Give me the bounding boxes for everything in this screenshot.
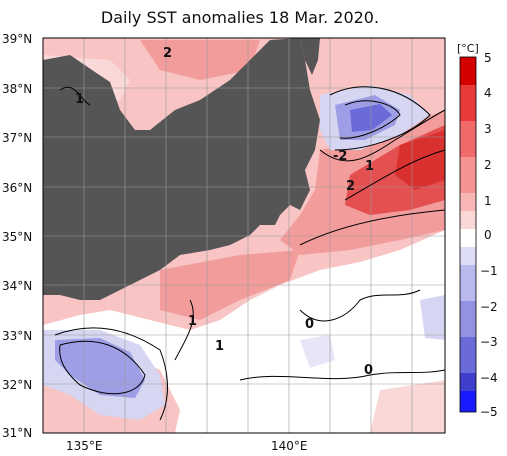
contour-label: 2	[346, 179, 355, 194]
map-title: Daily SST anomalies 18 Mar. 2020.	[100, 8, 380, 27]
contour-label: -2	[333, 149, 347, 164]
colorbar-tick: 1	[484, 194, 492, 208]
colorbar-tick: 0	[484, 228, 492, 242]
contour-label: 1	[188, 314, 197, 329]
lat-label: 31°N	[2, 426, 32, 440]
contour-label: 0	[364, 363, 373, 378]
colorbar-tick: −5	[480, 405, 498, 419]
colorbar-tick: −2	[480, 300, 498, 314]
colorbar-tick: −4	[480, 371, 498, 385]
contour-label: 1	[215, 339, 224, 354]
colorbar-tick: 3	[484, 122, 492, 136]
colorbar-tick: −1	[480, 264, 498, 278]
lat-label: 35°N	[2, 230, 32, 244]
plot-frame	[42, 37, 446, 434]
longitude-axis: 135°E 140°E	[66, 439, 308, 453]
colorbar-tick: −3	[480, 335, 498, 349]
colorbar-unit: [°C]	[457, 42, 479, 55]
lat-label: 38°N	[2, 82, 32, 96]
contour-lines	[54, 86, 446, 421]
contour-label: 0	[305, 317, 314, 332]
contour-label: 1	[75, 92, 84, 107]
colorbar-tick: 5	[484, 51, 492, 65]
land-mass	[43, 38, 320, 300]
contour-label-group: 2 1 -2 1 2 1 1 0 0	[75, 46, 374, 378]
lat-label: 36°N	[2, 181, 32, 195]
colorbar: [°C] 5 4 3 2 1 0 −1 −2 −3 −4 −5	[457, 42, 498, 419]
contour-label: 1	[365, 159, 374, 174]
lat-label: 33°N	[2, 329, 32, 343]
lat-label: 37°N	[2, 131, 32, 145]
lon-label: 140°E	[271, 439, 308, 453]
contour-label: 2	[163, 46, 172, 61]
colorbar-tick: 2	[484, 158, 492, 172]
cool-anomaly-regions	[43, 85, 445, 420]
latitude-axis: 39°N 38°N 37°N 36°N 35°N 34°N 33°N 32°N …	[2, 32, 32, 440]
lat-label: 34°N	[2, 279, 32, 293]
colorbar-tick: 4	[484, 86, 492, 100]
lat-label: 39°N	[2, 32, 32, 46]
lon-label: 135°E	[66, 439, 103, 453]
lat-label: 32°N	[2, 378, 32, 392]
